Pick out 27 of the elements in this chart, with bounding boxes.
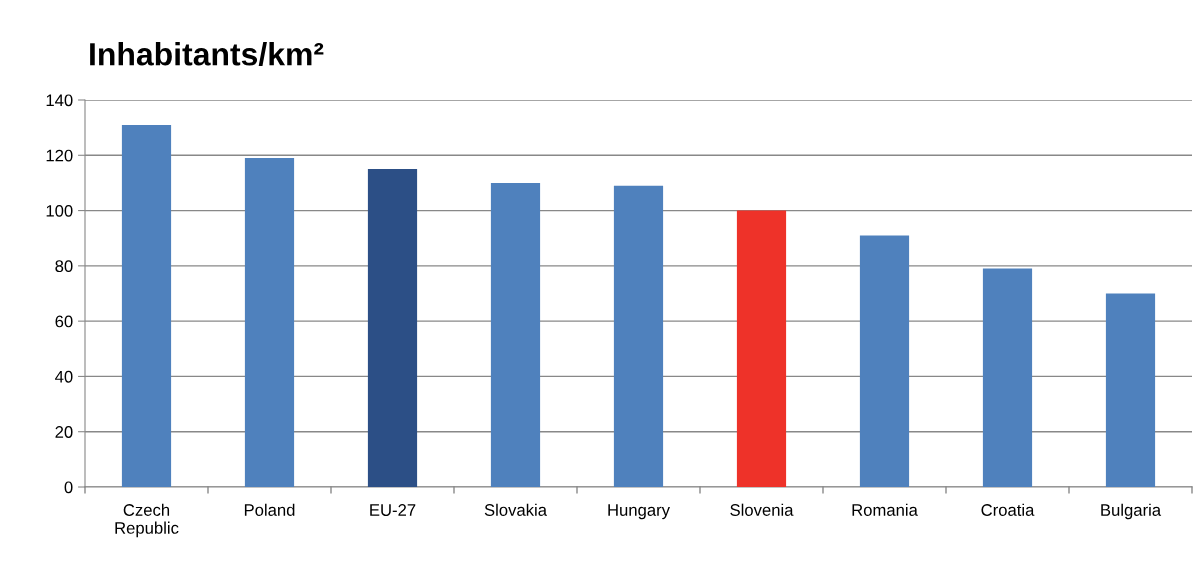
- x-tick-label: EU-27: [370, 504, 416, 516]
- y-tick-label: 40: [55, 370, 73, 383]
- x-tick-label: Hungary: [608, 504, 670, 520]
- bar: [613, 185, 664, 487]
- x-tick-label: Romania: [852, 503, 918, 516]
- y-tick-label: 0: [64, 481, 73, 494]
- bar: [736, 210, 787, 487]
- y-tick-label: 60: [55, 315, 73, 328]
- y-tick-label: 120: [46, 149, 73, 162]
- x-tick-label: Poland: [244, 503, 295, 516]
- bar: [982, 268, 1033, 487]
- bar: [859, 235, 910, 487]
- x-tick-label: Croatia: [981, 503, 1035, 516]
- x-tick-label: Slovenia: [730, 503, 794, 516]
- bar: [367, 169, 418, 487]
- x-tick-label: Czech Republic: [115, 503, 179, 538]
- y-tick-label: 20: [55, 426, 73, 438]
- y-tick-label: 100: [46, 204, 73, 217]
- bar: [121, 124, 172, 487]
- bar: [490, 182, 541, 487]
- y-tick-label: 140: [46, 94, 73, 107]
- y-tick-label: 80: [55, 260, 73, 273]
- chart-title: Inhabitants/km²: [90, 42, 324, 66]
- x-tick-label: Bulgaria: [1101, 503, 1162, 520]
- bar: [1105, 293, 1156, 487]
- bar: [244, 158, 295, 487]
- x-tick-label: Slovakia: [484, 503, 547, 516]
